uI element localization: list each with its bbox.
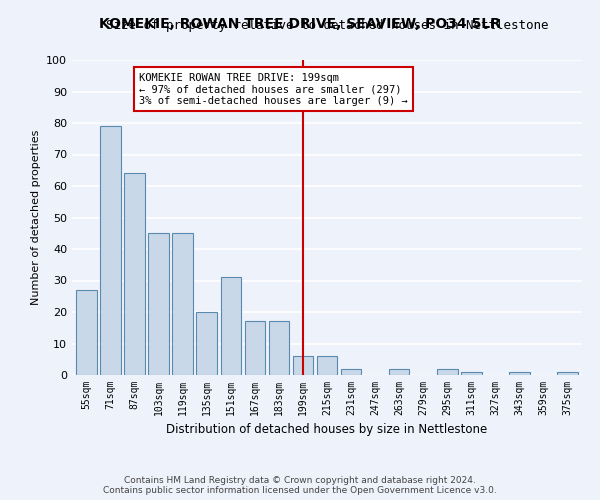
Title: Size of property relative to detached houses in Nettlestone: Size of property relative to detached ho…	[106, 20, 548, 32]
Bar	[461, 372, 482, 375]
Bar	[196, 312, 217, 375]
Y-axis label: Number of detached properties: Number of detached properties	[31, 130, 41, 305]
Bar	[172, 233, 193, 375]
Bar	[341, 368, 361, 375]
Bar	[557, 372, 578, 375]
Bar	[437, 368, 458, 375]
Bar	[221, 278, 241, 375]
Bar	[317, 356, 337, 375]
Bar	[124, 174, 145, 375]
Bar	[509, 372, 530, 375]
Bar	[76, 290, 97, 375]
Bar	[100, 126, 121, 375]
Text: KOMEKIE, ROWAN TREE DRIVE, SEAVIEW, PO34 5LR: KOMEKIE, ROWAN TREE DRIVE, SEAVIEW, PO34…	[99, 18, 501, 32]
Bar	[269, 322, 289, 375]
X-axis label: Distribution of detached houses by size in Nettlestone: Distribution of detached houses by size …	[166, 424, 488, 436]
Text: KOMEKIE ROWAN TREE DRIVE: 199sqm
← 97% of detached houses are smaller (297)
3% o: KOMEKIE ROWAN TREE DRIVE: 199sqm ← 97% o…	[139, 72, 408, 106]
Bar	[148, 233, 169, 375]
Bar	[245, 322, 265, 375]
Bar	[293, 356, 313, 375]
Text: Contains HM Land Registry data © Crown copyright and database right 2024.
Contai: Contains HM Land Registry data © Crown c…	[103, 476, 497, 495]
Bar	[389, 368, 409, 375]
